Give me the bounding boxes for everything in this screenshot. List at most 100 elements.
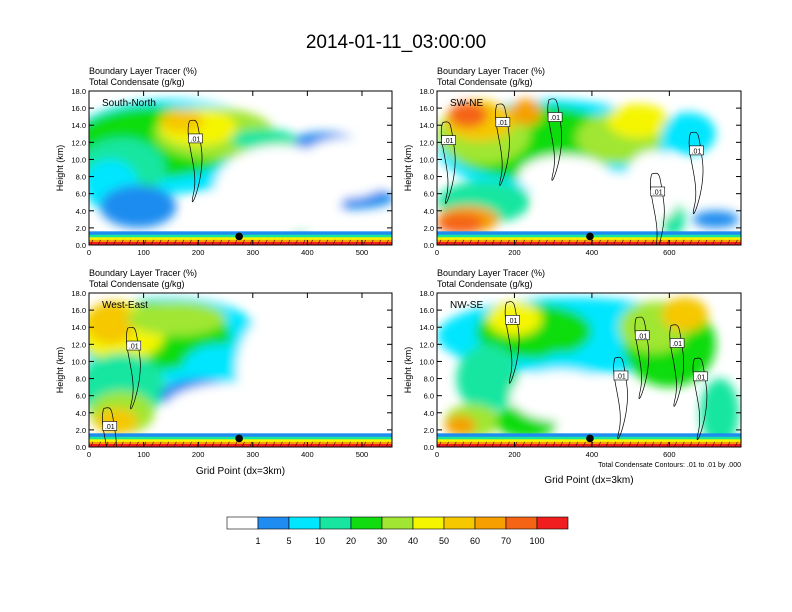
terrain-mark bbox=[272, 239, 276, 245]
terrain-mark bbox=[712, 441, 715, 447]
terrain-mark bbox=[264, 239, 268, 245]
terrain-mark bbox=[575, 239, 579, 245]
y-axis-label: Height (km) bbox=[403, 347, 413, 394]
contour-line bbox=[650, 172, 665, 245]
contour-label-box bbox=[547, 112, 563, 122]
contour-label: .01 bbox=[672, 341, 682, 348]
terrain-mark bbox=[651, 239, 655, 245]
y-tick-label: 10.0 bbox=[71, 357, 86, 366]
terrain-mark bbox=[227, 441, 230, 447]
colorbar-swatch bbox=[257, 516, 290, 530]
colorbar-label: 30 bbox=[377, 536, 387, 546]
contour-label-box bbox=[102, 421, 118, 431]
terrain-mark bbox=[560, 239, 563, 245]
chart-panel-4: Boundary Layer Tracer (%)Total Condensat… bbox=[403, 268, 742, 486]
terrain-mark bbox=[545, 239, 548, 245]
terrain-mark bbox=[491, 239, 495, 245]
terrain-mark bbox=[438, 239, 442, 245]
plot-frame bbox=[88, 292, 393, 448]
terrain-mark bbox=[514, 239, 518, 245]
terrain-mark bbox=[113, 441, 116, 447]
colorbar-swatch bbox=[536, 516, 569, 530]
y-tick-label: 6.0 bbox=[76, 392, 86, 401]
terrain-mark bbox=[249, 441, 253, 447]
terrain-mark bbox=[484, 441, 487, 447]
terrain-mark bbox=[567, 441, 571, 447]
contour-label: .01 bbox=[191, 136, 201, 143]
contour-label: .01 bbox=[637, 333, 647, 340]
colorbar-swatch bbox=[319, 516, 352, 530]
terrain-mark bbox=[151, 239, 154, 245]
terrain-mark bbox=[499, 441, 503, 447]
terrain-mark bbox=[605, 239, 609, 245]
x-tick-label: 200 bbox=[192, 450, 205, 459]
terrain-mark bbox=[522, 441, 525, 447]
clear-region bbox=[170, 412, 390, 439]
terrain-mark bbox=[280, 239, 283, 245]
terrain-mark bbox=[476, 441, 480, 447]
terrain-mark bbox=[514, 441, 518, 447]
terrain-mark bbox=[136, 441, 139, 447]
terrain-mark bbox=[446, 441, 449, 447]
terrain-mark bbox=[469, 239, 472, 245]
terrain-mark bbox=[378, 239, 382, 245]
x-axis-label: Grid Point (dx=3km) bbox=[196, 466, 285, 477]
figure-title: 2014-01-11_03:00:00 bbox=[305, 32, 487, 53]
terrain-mark bbox=[378, 441, 382, 447]
contour-label-box bbox=[126, 340, 142, 351]
terrain-mark bbox=[219, 239, 223, 245]
field-blob bbox=[661, 297, 709, 332]
y-tick-label: 8.0 bbox=[424, 375, 434, 384]
contour-label: .01 bbox=[695, 374, 705, 381]
boundary-layer-band bbox=[89, 242, 392, 245]
terrain-mark bbox=[371, 239, 374, 245]
contour-line bbox=[102, 407, 117, 447]
terrain-mark bbox=[98, 441, 101, 447]
y-tick-label: 6.0 bbox=[424, 392, 434, 401]
terrain-mark bbox=[181, 441, 185, 447]
contour-label-box bbox=[441, 135, 456, 145]
panel-label: South-North bbox=[102, 98, 156, 109]
terrain-mark bbox=[689, 239, 693, 245]
contour-line bbox=[495, 103, 510, 186]
panel-header-line: Boundary Layer Tracer (%) bbox=[437, 268, 545, 278]
terrain-mark bbox=[643, 239, 647, 245]
plot-frame bbox=[436, 292, 742, 448]
contour-label-box bbox=[669, 338, 685, 348]
heatmap-field bbox=[89, 91, 392, 245]
y-tick-label: 12.0 bbox=[419, 340, 434, 349]
condensate-contours bbox=[102, 327, 141, 447]
panel-header-line: Total Condensate (g/kg) bbox=[89, 77, 185, 87]
y-axis-label: Height (km) bbox=[55, 145, 65, 192]
terrain-mark bbox=[712, 239, 715, 245]
contour-label: .01 bbox=[692, 148, 702, 155]
terrain-mark bbox=[340, 441, 344, 447]
terrain-mark bbox=[211, 239, 215, 245]
condensate-contours bbox=[187, 119, 203, 203]
terrain-mark bbox=[121, 441, 124, 447]
colorbar-label: 40 bbox=[408, 536, 418, 546]
location-marker bbox=[586, 434, 594, 443]
x-tick-label: 400 bbox=[301, 248, 314, 257]
y-tick-label: 0.0 bbox=[76, 241, 86, 250]
terrain-mark bbox=[636, 441, 639, 447]
terrain-mark bbox=[628, 239, 632, 245]
terrain-mark bbox=[438, 441, 442, 447]
terrain-mark bbox=[355, 239, 359, 245]
contour-line bbox=[126, 327, 141, 410]
terrain-mark bbox=[219, 441, 223, 447]
terrain-mark bbox=[302, 441, 306, 447]
clear-region bbox=[560, 393, 639, 433]
y-tick-label: 6.0 bbox=[76, 190, 86, 199]
terrain-mark bbox=[545, 441, 548, 447]
terrain-mark bbox=[348, 239, 351, 245]
clear-region bbox=[518, 155, 612, 198]
condensate-contours bbox=[504, 301, 708, 440]
terrain-mark bbox=[174, 441, 177, 447]
terrain-mark bbox=[189, 441, 192, 447]
terrain-mark bbox=[151, 441, 154, 447]
terrain-mark bbox=[681, 239, 685, 245]
contour-label: .01 bbox=[616, 373, 626, 380]
colorbar-label: 1 bbox=[255, 536, 260, 546]
x-tick-label: 400 bbox=[301, 450, 314, 459]
